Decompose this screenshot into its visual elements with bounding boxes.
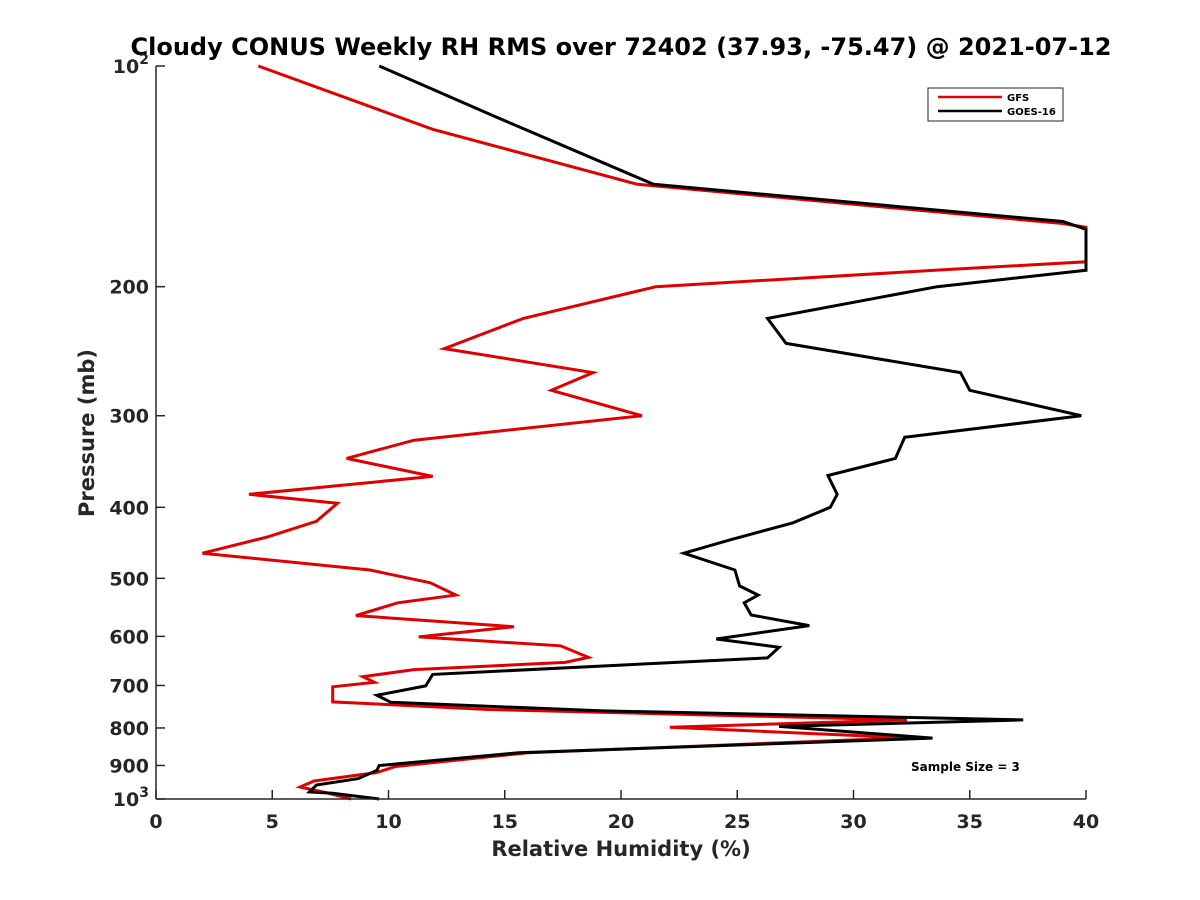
y-tick-label: 900: [109, 755, 149, 777]
y-tick-label: 400: [109, 497, 149, 519]
x-tick-label: 40: [1073, 811, 1099, 833]
x-tick-label: 15: [492, 811, 518, 833]
y-tick-label: 700: [109, 675, 149, 697]
x-tick-label: 20: [608, 811, 634, 833]
series-line-gfs: [202, 64, 1088, 801]
y-tick-label: 800: [109, 718, 149, 740]
plot-area: [156, 66, 1086, 799]
series-layer: [202, 64, 1088, 801]
x-tick-label: 35: [957, 811, 983, 833]
x-tick-label: 10: [375, 811, 401, 833]
x-tick-label: 30: [840, 811, 866, 833]
x-tick-label: 0: [149, 811, 162, 833]
x-axis-ticks: 0 5 10 15 20 25 30 35 40: [149, 790, 1099, 833]
y-tick-label: 102: [113, 52, 149, 78]
legend-label-goes16: GOES-16: [1007, 107, 1056, 118]
x-tick-label: 25: [724, 811, 750, 833]
y-tick-label: 500: [109, 568, 149, 590]
y-tick-label: 200: [109, 277, 149, 299]
x-tick-label: 5: [266, 811, 279, 833]
legend: GFS GOES-16: [927, 87, 1064, 122]
chart-title: Cloudy CONUS Weekly RH RMS over 72402 (3…: [131, 33, 1112, 61]
y-tick-label: 600: [109, 626, 149, 648]
x-axis-label: Relative Humidity (%): [491, 837, 750, 861]
legend-box: [927, 87, 1064, 122]
series-line-goes16: [305, 64, 1088, 801]
y-axis-label: Pressure (mb): [75, 349, 99, 517]
sample-size-annotation: Sample Size = 3: [911, 760, 1020, 774]
legend-label-gfs: GFS: [1007, 93, 1029, 104]
y-axis-ticks: 102 200 300 400 500 600 700 800 900 103: [109, 52, 165, 811]
y-tick-label: 300: [109, 406, 149, 428]
y-tick-label: 103: [113, 785, 149, 811]
